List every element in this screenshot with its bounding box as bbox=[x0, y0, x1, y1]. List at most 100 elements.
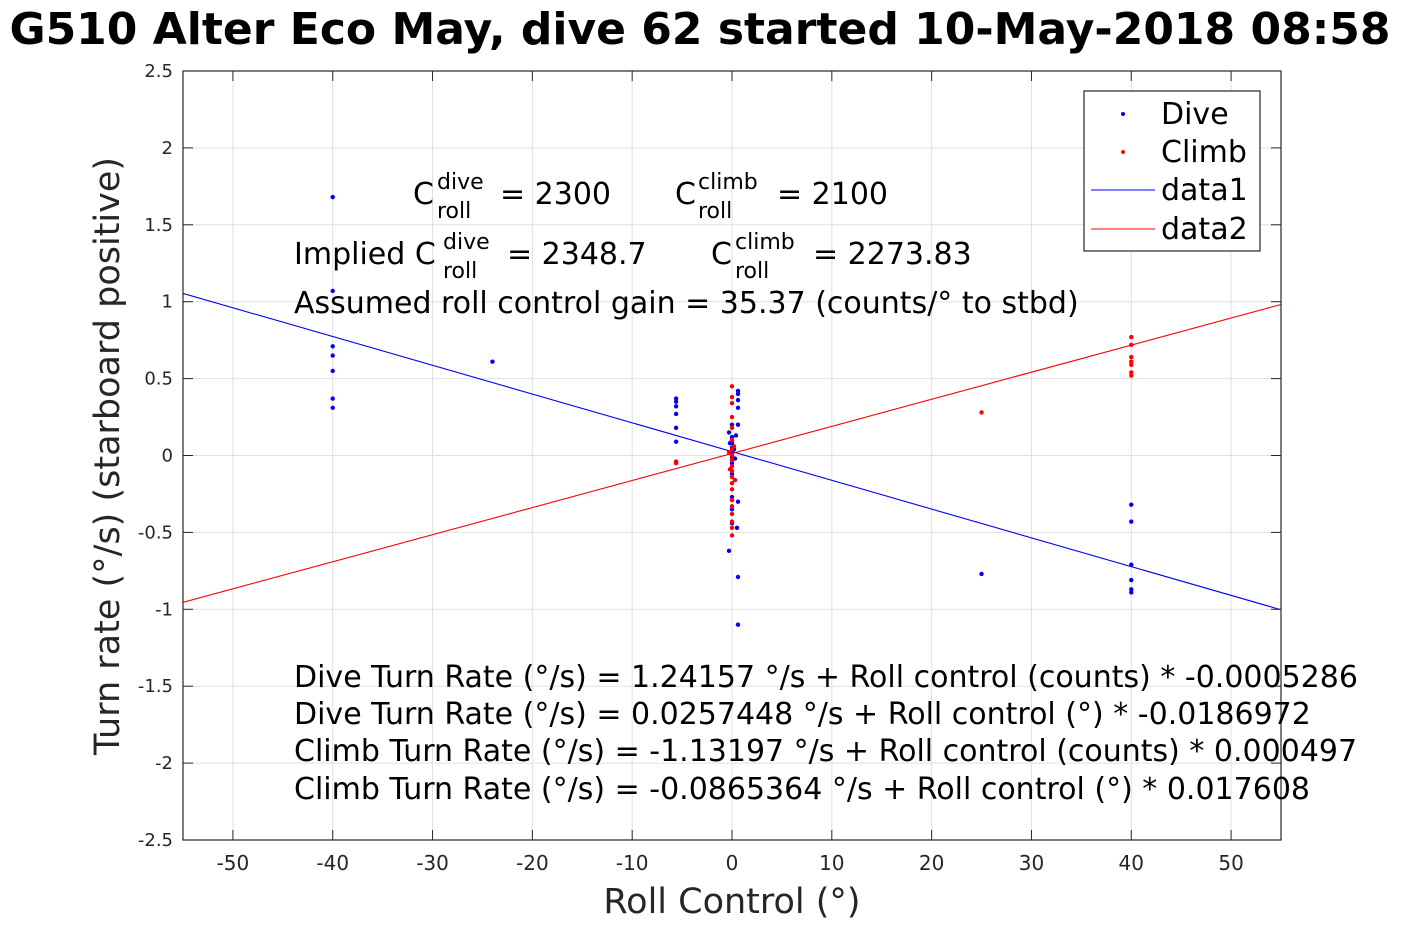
c-letter: C bbox=[413, 177, 434, 212]
y-axis-label: Turn rate (°/s) (starboard positive) bbox=[88, 157, 128, 756]
dive-point bbox=[1129, 590, 1134, 595]
series-layer bbox=[183, 194, 1281, 627]
dive-point bbox=[726, 430, 732, 435]
x-tick-label: 10 bbox=[819, 851, 844, 875]
climb-point bbox=[729, 504, 735, 509]
c-roll-climb-annotation: C climb roll = 2100 bbox=[675, 162, 888, 226]
dive-point bbox=[673, 399, 679, 404]
y-tick-label: 0.5 bbox=[144, 369, 173, 390]
dive-point bbox=[979, 571, 984, 577]
y-tick-label: -1 bbox=[155, 599, 173, 620]
dive-point bbox=[735, 574, 741, 580]
dive-superscript: dive bbox=[443, 230, 490, 255]
c-roll-dive-annotation: C dive roll = 2300 bbox=[413, 162, 611, 226]
dive-point bbox=[735, 499, 741, 504]
y-tick-label: 0 bbox=[162, 446, 173, 467]
legend-data1-label: data1 bbox=[1161, 173, 1248, 208]
y-tick-label: 1.5 bbox=[144, 215, 173, 236]
roll-subscript: roll bbox=[437, 199, 471, 224]
x-tick-label: -20 bbox=[516, 851, 549, 875]
climb-superscript: climb bbox=[698, 170, 758, 195]
x-tick-label: 50 bbox=[1218, 851, 1243, 875]
climb-point bbox=[732, 477, 738, 483]
legend-dive-label: Dive bbox=[1161, 97, 1229, 132]
roll-subscript: roll bbox=[735, 259, 769, 284]
y-tick-label: -2.5 bbox=[138, 830, 173, 851]
dive-point bbox=[330, 396, 335, 401]
c-climb-value: = 2100 bbox=[777, 177, 888, 212]
dive-point bbox=[735, 422, 741, 427]
legend-dive-marker bbox=[1121, 112, 1125, 116]
legend-box bbox=[1083, 90, 1261, 252]
ticks: -50 -40 -30 -20 -10 0 10 20 30 40 50-2.5-2-1.5-1-0… bbox=[138, 61, 1281, 875]
dive-point bbox=[1129, 502, 1134, 507]
dive-point bbox=[735, 391, 741, 397]
equation-dive-counts: Dive Turn Rate (°/s) = 1.24157 °/s + Rol… bbox=[294, 660, 1358, 695]
climb-point bbox=[1129, 359, 1134, 364]
y-tick-label: -0.5 bbox=[138, 522, 173, 543]
c-letter: C bbox=[675, 177, 696, 212]
climb-point bbox=[727, 467, 733, 472]
climb-point bbox=[729, 511, 735, 517]
climb-point bbox=[729, 497, 735, 503]
dive-point bbox=[330, 368, 335, 374]
c-dive-value: = 2300 bbox=[500, 177, 611, 212]
implied-dive-value: = 2348.7 bbox=[507, 237, 647, 272]
climb-point bbox=[1129, 334, 1134, 340]
climb-point bbox=[729, 394, 735, 400]
climb-point bbox=[726, 450, 732, 455]
climb-point bbox=[1129, 342, 1134, 347]
climb-point bbox=[729, 401, 735, 406]
climb-point bbox=[729, 453, 735, 458]
x-tick-label: -30 bbox=[416, 851, 449, 875]
roll-subscript: roll bbox=[698, 199, 732, 224]
implied-prefix: Implied C bbox=[294, 237, 436, 272]
climb-point bbox=[731, 444, 737, 449]
x-tick-label: 20 bbox=[919, 851, 944, 875]
climb-point bbox=[729, 425, 735, 431]
dive-point bbox=[490, 359, 495, 364]
dive-point bbox=[330, 344, 335, 349]
dive-point bbox=[673, 411, 679, 417]
climb-point bbox=[729, 384, 735, 389]
dive-point bbox=[726, 548, 732, 554]
dive-point bbox=[729, 471, 735, 477]
dive-point bbox=[1129, 562, 1134, 567]
dive-point bbox=[735, 397, 741, 403]
y-tick-label: -1.5 bbox=[138, 676, 173, 697]
climb-point bbox=[729, 414, 735, 420]
legend-climb-label: Climb bbox=[1161, 135, 1247, 170]
x-tick-label: 0 bbox=[726, 851, 739, 875]
equation-climb-degrees: Climb Turn Rate (°/s) = -0.0865364 °/s +… bbox=[294, 772, 1310, 807]
x-tick-label: -50 bbox=[217, 851, 250, 875]
dive-point bbox=[1129, 587, 1134, 592]
dive-point bbox=[729, 460, 735, 466]
y-tick-label: 1 bbox=[162, 292, 173, 313]
dive-point bbox=[330, 353, 335, 358]
dive-point bbox=[729, 507, 735, 512]
dive-point bbox=[673, 439, 679, 444]
legend-data2-label: data2 bbox=[1161, 212, 1248, 247]
x-tick-label: -40 bbox=[316, 851, 349, 875]
dive-point bbox=[1129, 519, 1134, 524]
gain-annotation: Assumed roll control gain = 35.37 (count… bbox=[294, 286, 1079, 321]
climb-point bbox=[729, 437, 735, 443]
dive-point bbox=[733, 433, 739, 438]
y-tick-label: 2 bbox=[162, 138, 173, 159]
x-tick-label: -10 bbox=[616, 851, 649, 875]
climb-point bbox=[1129, 354, 1134, 360]
climb-point bbox=[1129, 373, 1134, 378]
climb-point bbox=[1129, 370, 1134, 375]
dive-point bbox=[673, 404, 679, 409]
climb-point bbox=[729, 533, 735, 538]
climb-point bbox=[729, 525, 735, 530]
dive-point bbox=[729, 494, 735, 500]
dive-point bbox=[735, 622, 741, 627]
legend: Dive Climb data1 data2 bbox=[1083, 90, 1261, 252]
dive-point bbox=[673, 425, 679, 431]
chart-title: G510 Alter Eco May, dive 62 started 10-M… bbox=[9, 4, 1390, 55]
dive-point bbox=[729, 422, 735, 427]
climb-point bbox=[1129, 362, 1134, 367]
x-tick-label: 40 bbox=[1119, 851, 1144, 875]
y-tick-label: 2.5 bbox=[144, 61, 173, 82]
